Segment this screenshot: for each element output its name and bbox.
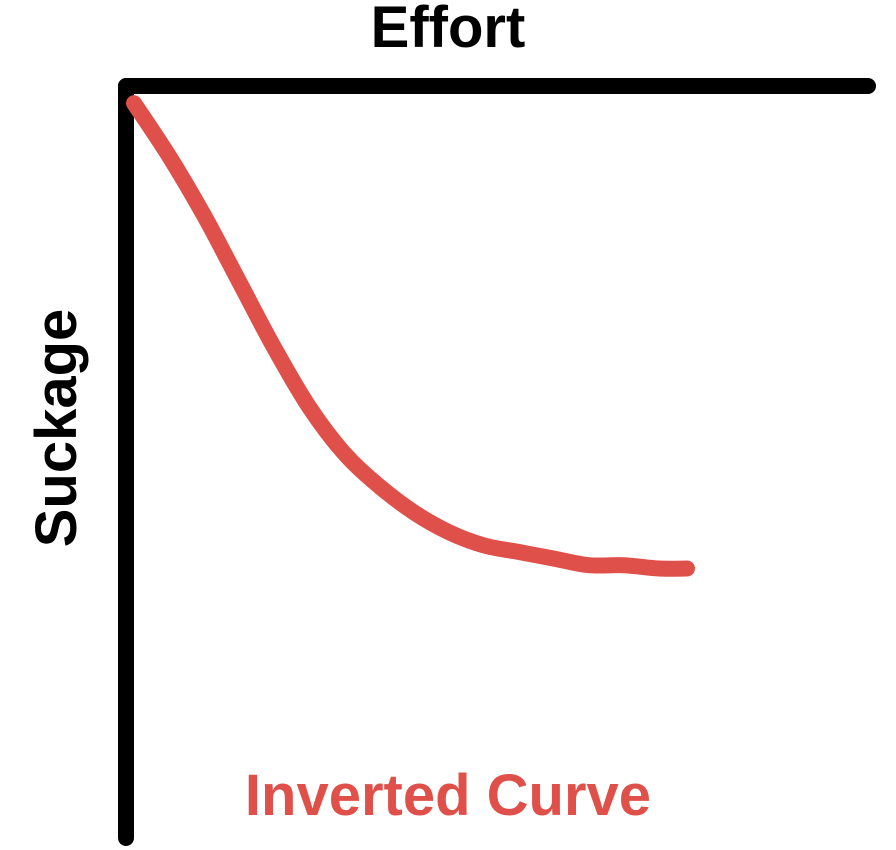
- chart-title: Inverted Curve: [245, 763, 651, 828]
- series-line: [126, 95, 695, 577]
- x-axis-label: Effort: [371, 0, 526, 60]
- y-axis-label: Suckage: [24, 309, 89, 548]
